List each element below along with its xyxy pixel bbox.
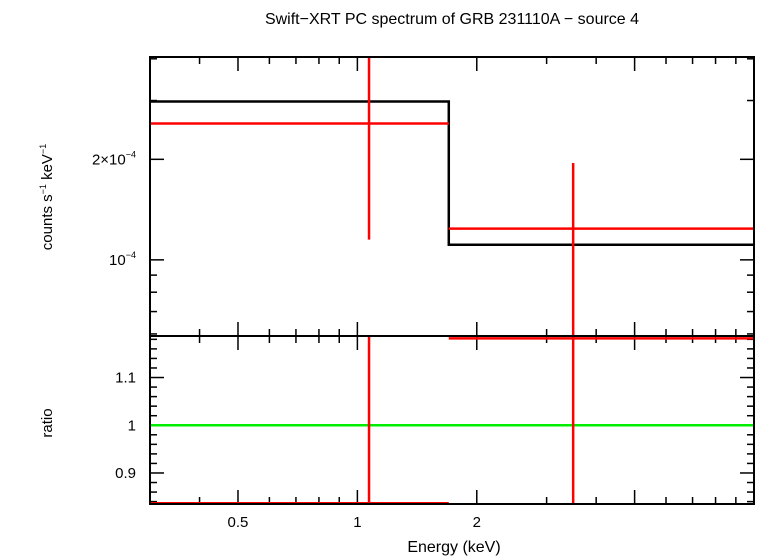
y-label-base: counts s xyxy=(39,194,56,250)
spectrum-y-tick-label: 10−4 xyxy=(109,250,136,269)
model-histogram xyxy=(150,100,754,246)
spectrum-panel: 10−42×10−4 xyxy=(92,56,755,337)
spectrum-frame xyxy=(149,56,755,337)
tick-label-base: 2×10 xyxy=(92,151,126,168)
ratio-y-tick-label: 0.9 xyxy=(115,465,136,482)
y-label-mid: keV xyxy=(39,154,56,184)
tick-label-exponent: −4 xyxy=(126,250,136,260)
bottom-y-axis-label: ratio xyxy=(39,408,56,437)
x-axis-label: Energy (keV) xyxy=(407,539,500,556)
ratio-panel: 0.9 1 1.1 0.5 1 2 xyxy=(115,335,755,531)
x-tick-label: 1 xyxy=(353,514,361,531)
ratio-y-tick-label: 1 xyxy=(128,417,136,434)
ratio-y-tick-label: 1.1 xyxy=(115,370,136,387)
y-label-exponent-2: −1 xyxy=(38,144,48,154)
ratio-frame xyxy=(149,335,755,505)
y-label-exponent-1: −1 xyxy=(38,184,48,194)
spectrum-y-tick-label: 2×10−4 xyxy=(92,149,136,168)
x-tick-label: 0.5 xyxy=(228,514,249,531)
chart-title: Swift−XRT PC spectrum of GRB 231110A − s… xyxy=(265,11,639,28)
top-y-axis-label: counts s−1 keV−1 xyxy=(38,144,56,250)
x-tick-label: 2 xyxy=(473,514,481,531)
tick-label-exponent: −4 xyxy=(126,149,136,159)
tick-label-base: 10 xyxy=(109,252,126,269)
